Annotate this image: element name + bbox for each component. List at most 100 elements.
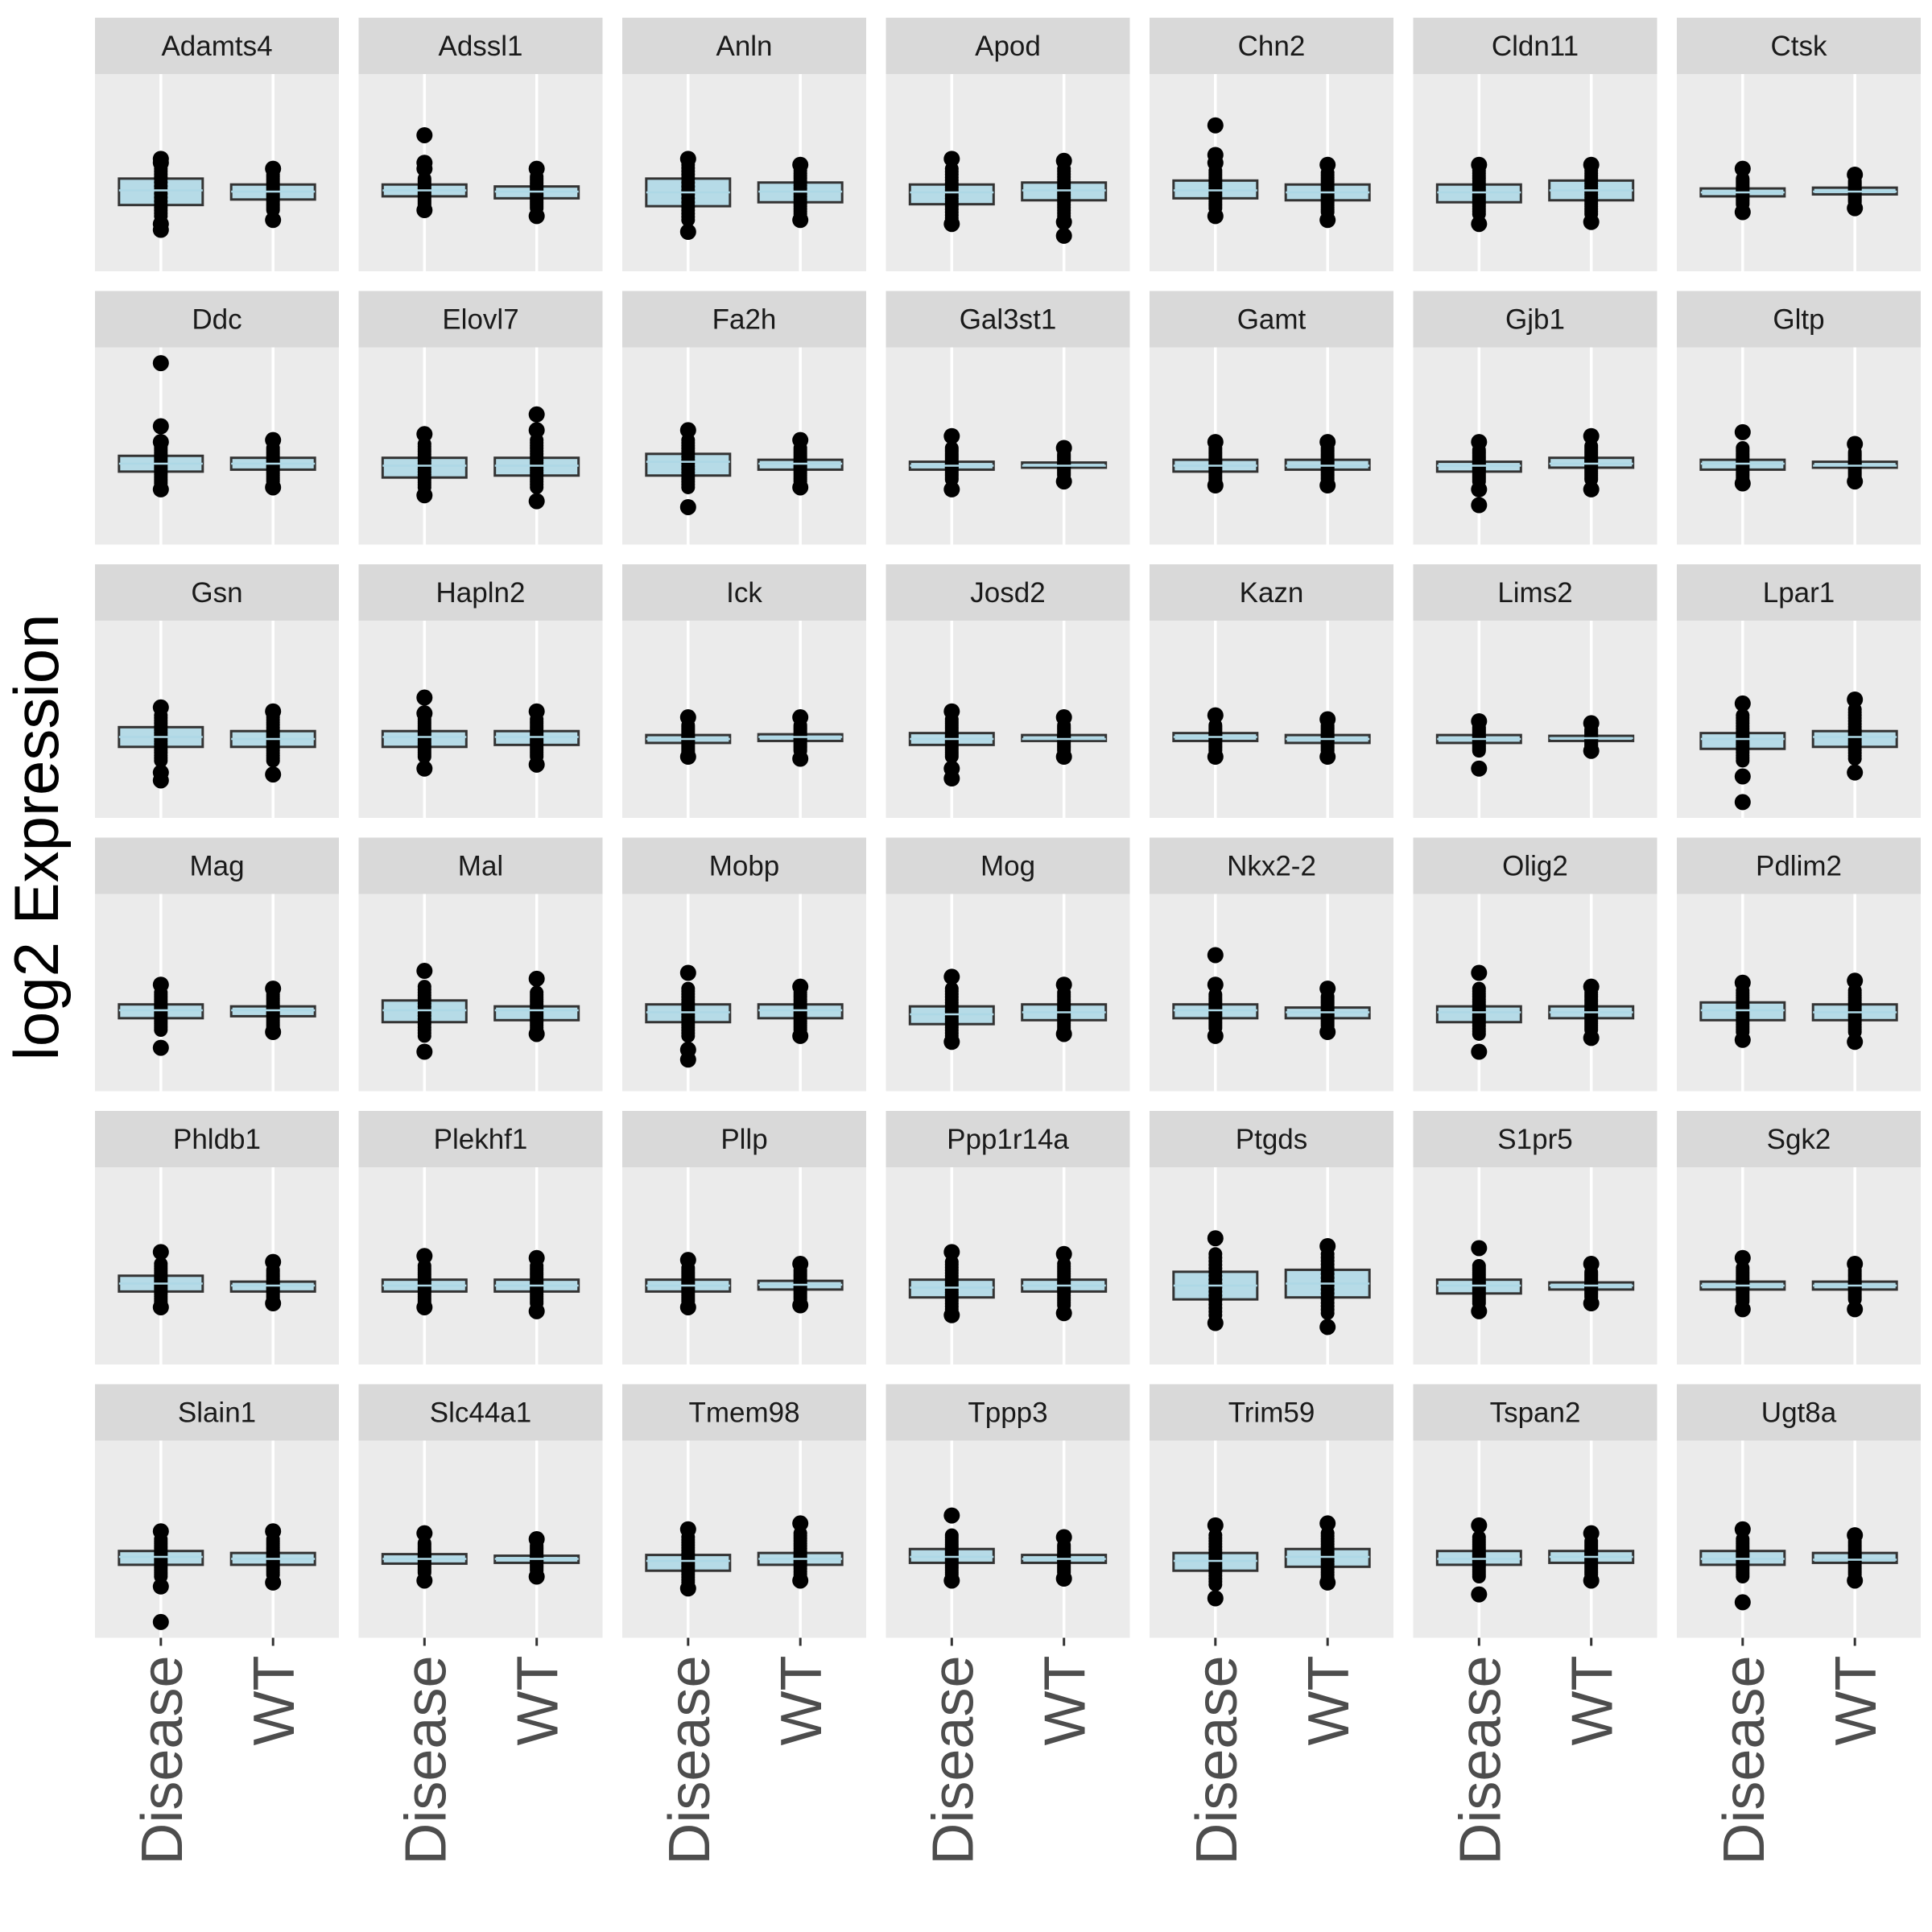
- x-tick-label-wt: WT: [1561, 1656, 1625, 1746]
- facet-strip: [95, 18, 339, 74]
- panel-background: [1150, 1167, 1393, 1364]
- box-wt: [229, 160, 316, 229]
- data-point: [1208, 1546, 1223, 1560]
- facet-strip: [95, 1111, 339, 1167]
- outlier-point: [528, 756, 545, 773]
- outlier-point: [792, 212, 809, 229]
- outlier-point: [1319, 156, 1336, 173]
- facet-panel: Sgk2: [1677, 1111, 1921, 1364]
- box-wt: [757, 431, 844, 496]
- box-wt: [493, 160, 580, 225]
- outlier-point: [1055, 976, 1072, 993]
- outlier-point: [528, 970, 545, 987]
- facet-panel: Pllp: [622, 1111, 866, 1364]
- outlier-point: [152, 418, 169, 435]
- outlier-point: [1471, 1586, 1488, 1603]
- panel-background: [1150, 894, 1393, 1092]
- data-point: [1057, 456, 1071, 470]
- outlier-point: [1847, 1572, 1864, 1589]
- outlier-point: [1055, 1305, 1072, 1322]
- data-point: [1320, 452, 1335, 467]
- data-point: [681, 997, 696, 1012]
- data-point: [417, 177, 431, 192]
- facet-strip: [1677, 18, 1921, 74]
- data-point: [417, 451, 431, 465]
- data-point: [1584, 1275, 1599, 1290]
- facet-title: Tmem98: [688, 1397, 799, 1429]
- facet-panel: Tspan2: [1413, 1384, 1657, 1638]
- box-disease: [645, 1252, 732, 1315]
- box-disease: [381, 1525, 468, 1589]
- outlier-point: [679, 964, 696, 981]
- data-point: [1736, 708, 1750, 723]
- facet-panel: Slc44a1: [358, 1384, 603, 1638]
- box-disease: [1699, 1249, 1786, 1318]
- box-disease: [908, 968, 995, 1051]
- outlier-point: [679, 1298, 696, 1315]
- outlier-point: [152, 155, 169, 171]
- data-point: [1584, 1544, 1599, 1558]
- box-wt: [1284, 980, 1371, 1040]
- panel-background: [1413, 894, 1657, 1092]
- facet-panel: Fa2h: [622, 291, 866, 545]
- box-wt: [1021, 709, 1108, 766]
- box-wt: [1021, 976, 1108, 1042]
- facet-strip: [95, 1384, 339, 1441]
- data-point: [154, 1269, 168, 1283]
- box-disease: [1699, 423, 1786, 492]
- facet-title: Plekhf1: [434, 1124, 528, 1155]
- data-point: [417, 980, 431, 994]
- facet-title: S1pr5: [1497, 1124, 1572, 1155]
- facet-panel: Plekhf1: [358, 1111, 603, 1364]
- outlier-point: [1583, 481, 1600, 497]
- x-tick-label-wt: WT: [242, 1656, 307, 1746]
- outlier-point: [1583, 978, 1600, 995]
- facet-panel: Elovl7: [358, 291, 603, 545]
- data-point: [266, 177, 280, 192]
- facet-title: Kazn: [1240, 577, 1304, 609]
- panel-background: [1413, 1167, 1657, 1364]
- facet-title: Nkx2-2: [1227, 851, 1316, 882]
- outlier-point: [1734, 204, 1751, 221]
- outlier-point: [1734, 160, 1751, 177]
- panel-background: [886, 894, 1130, 1092]
- box-disease: [381, 689, 468, 777]
- box-wt: [1284, 1238, 1371, 1335]
- outlier-point: [416, 202, 433, 219]
- box-disease: [118, 699, 204, 789]
- outlier-point: [1207, 477, 1224, 493]
- data-point: [944, 1542, 959, 1556]
- box-disease: [1172, 707, 1259, 766]
- box-wt: [493, 703, 580, 773]
- outlier-point: [265, 431, 282, 448]
- outlier-point: [1847, 166, 1864, 183]
- data-point: [1736, 995, 1750, 1009]
- facet-panel: Adssl1: [358, 18, 603, 271]
- facet-panel: Tppp3: [886, 1384, 1130, 1638]
- panel-background: [95, 1167, 339, 1364]
- facet-title: Ugt8a: [1761, 1397, 1837, 1429]
- data-point: [944, 726, 959, 741]
- outlier-point: [1207, 1027, 1224, 1044]
- box-wt: [1811, 166, 1898, 217]
- facet-panel: Anln: [622, 18, 866, 271]
- box-wt: [1548, 156, 1635, 230]
- outlier-point: [792, 479, 809, 496]
- outlier-point: [152, 1039, 169, 1056]
- facet-panel: Gsn: [95, 564, 339, 818]
- outlier-point: [1471, 156, 1488, 173]
- box-wt: [1284, 711, 1371, 766]
- box-disease: [908, 1507, 995, 1589]
- data-point: [530, 1273, 544, 1287]
- outlier-point: [528, 208, 545, 225]
- box-wt: [757, 1256, 844, 1314]
- box-disease: [1699, 160, 1786, 221]
- facet-strip: [886, 837, 1130, 894]
- outlier-point: [528, 1249, 545, 1266]
- box-disease: [118, 976, 204, 1056]
- box-disease: [381, 963, 468, 1060]
- box-disease: [1172, 1230, 1259, 1331]
- outlier-point: [1847, 1034, 1864, 1051]
- facet-title: Pdlim2: [1756, 851, 1842, 882]
- box-disease: [1699, 974, 1786, 1048]
